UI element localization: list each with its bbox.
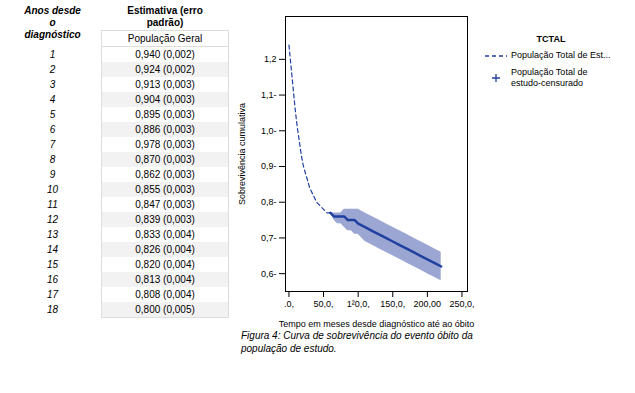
html-text:16: 16 (47, 274, 59, 285)
svg-text:1²0,0,: 1²0,0, (347, 299, 370, 309)
html-text:17: 17 (47, 289, 59, 300)
html-text:0,904 (0,003): 0,904 (0,003) (135, 94, 195, 105)
html-text:0,913 (0,003): 0,913 (0,003) (135, 79, 195, 90)
svg-text:1,1-: 1,1- (261, 90, 277, 100)
html-text:Estimativa (erro padrão): Estimativa (erro padrão) (127, 5, 203, 28)
html-text:TCTAL: TCTAL (536, 34, 566, 44)
html-text:0,800 (0,005): 0,800 (0,005) (135, 304, 195, 315)
html-text:6: 6 (49, 124, 56, 135)
html-text:0,895 (0,003): 0,895 (0,003) (135, 109, 195, 120)
html-text:15: 15 (47, 259, 59, 270)
html-text:0,820 (0,004): 0,820 (0,004) (135, 259, 195, 270)
svg-text:0,6-: 0,6- (261, 269, 277, 279)
html-text:5: 5 (49, 109, 56, 120)
html-text:População Geral: População Geral (127, 33, 203, 44)
html-text:0,870 (0,003): 0,870 (0,003) (135, 154, 195, 165)
html-text:0,847 (0,003): 0,847 (0,003) (135, 199, 195, 210)
html-text:0,924 (0,002): 0,924 (0,002) (135, 64, 195, 75)
svg-text:150,0,: 150,0, (380, 299, 405, 309)
html-text:14: 14 (47, 244, 59, 255)
html-text:Figura 4: Curva de sobrevivênc: Figura 4: Curva de sobrevivência do even… (241, 330, 473, 354)
svg-text:1,0-: 1,0- (261, 126, 277, 136)
svg-text:50,0,: 50,0, (314, 299, 334, 309)
html-text:18: 18 (47, 304, 59, 316)
svg-text:.0,: .0, (284, 299, 294, 309)
html-text:11: 11 (47, 199, 58, 210)
html-text:7: 7 (49, 139, 56, 150)
svg-text:250,0,: 250,0, (449, 299, 474, 309)
html-text:8: 8 (49, 154, 56, 165)
html-text:População Total de Est...: População Total de Est... (511, 50, 611, 60)
svg-text:0,8-: 0,8- (261, 197, 277, 207)
html-text:13: 13 (47, 229, 59, 240)
html-text:2: 2 (49, 64, 56, 75)
html-text:0,839 (0,003): 0,839 (0,003) (135, 214, 195, 225)
html-text:0,940 (0,002): 0,940 (0,002) (135, 49, 195, 60)
html-text:0,855 (0,003): 0,855 (0,003) (135, 184, 195, 195)
html-text:0,862 (0,003): 0,862 (0,003) (135, 169, 195, 180)
svg-text:0,7-: 0,7- (261, 233, 277, 243)
svg-text:0,9-: 0,9- (261, 161, 277, 171)
svg-text:200,00: 200,00 (414, 299, 442, 309)
html-text:1: 1 (49, 48, 56, 60)
html-text:0,833 (0,004): 0,833 (0,004) (135, 229, 195, 240)
svg-text:1,2: 1,2 (264, 54, 277, 64)
svg-text:Tempo em meses desde diagnósti: Tempo em meses desde diagnóstico até ao … (279, 319, 475, 329)
html-text:9: 9 (49, 169, 56, 180)
html-text:4: 4 (49, 94, 56, 105)
html-text:0,808 (0,004): 0,808 (0,004) (135, 289, 195, 300)
html-text:12: 12 (47, 214, 59, 225)
html-text:3: 3 (49, 79, 56, 90)
svg-text:Sobrevivência cumulativa: Sobrevivência cumulativa (237, 103, 247, 205)
html-text:0,813 (0,004): 0,813 (0,004) (135, 274, 195, 285)
html-text:0,978 (0,003): 0,978 (0,003) (135, 139, 195, 150)
html-text:10: 10 (47, 184, 59, 195)
html-text:0,886 (0,003): 0,886 (0,003) (135, 124, 195, 135)
html-text:População Total de estudo-cens: População Total de estudo-censurado (511, 67, 588, 88)
html-text:Anos desde o diagnóstico: Anos desde o diagnóstico (24, 5, 81, 40)
html-text:0,826 (0,004): 0,826 (0,004) (135, 244, 195, 255)
